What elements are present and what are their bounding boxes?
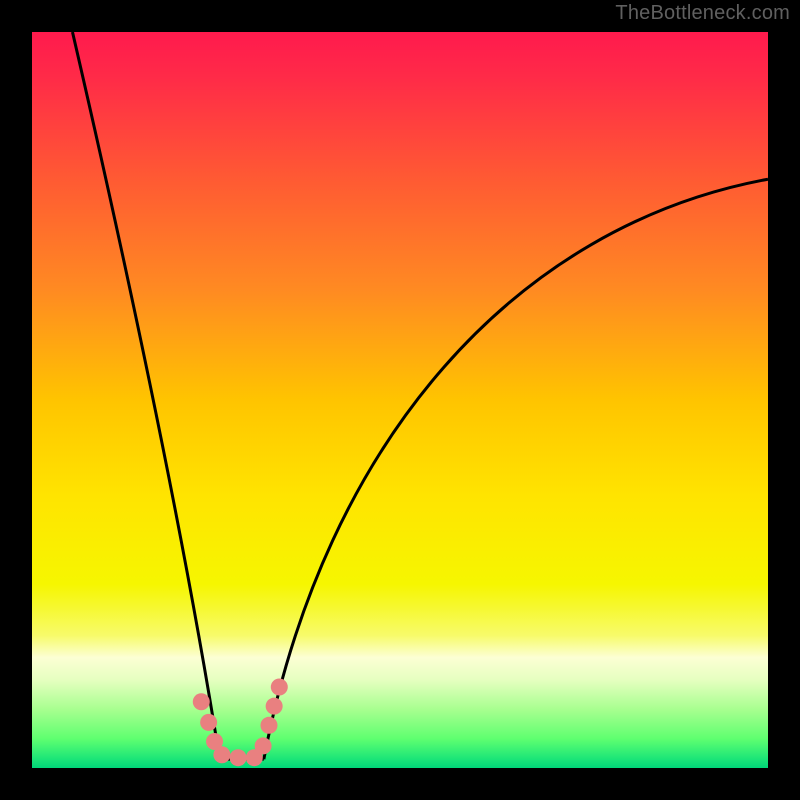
watermark-text: TheBottleneck.com: [615, 2, 790, 25]
marker-point: [193, 693, 210, 710]
marker-point: [255, 737, 272, 754]
plot-area: [32, 32, 768, 768]
marker-point: [260, 717, 277, 734]
marker-point: [213, 746, 230, 763]
curve-left-branch: [72, 32, 219, 759]
chart-svg: [32, 32, 768, 768]
curve-right-branch: [264, 179, 768, 759]
marker-point: [266, 698, 283, 715]
marker-point: [230, 749, 247, 766]
marker-point: [271, 679, 288, 696]
marker-point: [200, 714, 217, 731]
